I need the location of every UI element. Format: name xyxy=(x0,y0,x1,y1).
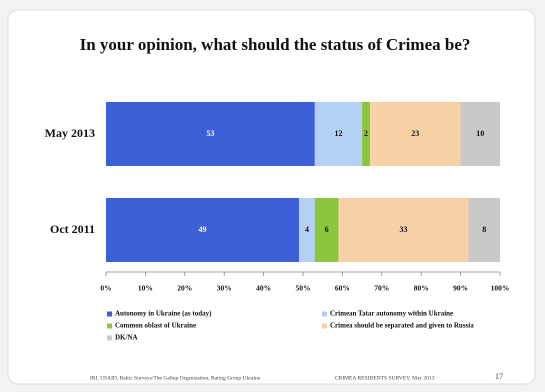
x-tick-label: 80% xyxy=(414,284,429,293)
legend-swatch xyxy=(107,311,112,317)
x-tick-label: 0% xyxy=(100,284,111,293)
x-tick-label: 60% xyxy=(335,284,350,293)
x-tick-label: 10% xyxy=(138,284,153,293)
data-label: 33 xyxy=(399,225,407,234)
data-label: 4 xyxy=(305,225,309,234)
category-label: May 2013 xyxy=(45,126,95,140)
x-tick-label: 70% xyxy=(374,284,389,293)
bar-segment xyxy=(338,198,469,262)
x-tick-label: 90% xyxy=(453,284,468,293)
data-label: 49 xyxy=(199,225,207,234)
bar-segment xyxy=(369,102,461,166)
legend-label: DK/NA xyxy=(115,334,138,342)
data-label: 53 xyxy=(206,129,214,138)
x-tick-label: 40% xyxy=(256,284,271,293)
x-tick-label: 20% xyxy=(177,284,192,293)
footer-survey: CRIMEA RESIDENTS SURVEY, May 2013 xyxy=(335,375,435,381)
legend-swatch xyxy=(107,335,112,341)
bar-segment xyxy=(299,198,315,262)
legend-swatch xyxy=(107,323,112,329)
legend-swatch xyxy=(322,323,327,329)
bar-segment xyxy=(362,102,370,166)
data-label: 2 xyxy=(364,129,368,138)
bar-segment xyxy=(106,102,315,166)
bar-segment xyxy=(106,198,300,262)
legend-label: Common oblast of Ukraine xyxy=(115,322,196,330)
legend-label: Autonomy in Ukraine (as today) xyxy=(115,310,212,318)
data-label: 8 xyxy=(482,225,486,234)
data-label: 6 xyxy=(325,225,329,234)
legend-label: Crimean Tatar autonomy within Ukraine xyxy=(330,310,453,318)
legend-label: Crimea should be separated and given to … xyxy=(330,322,474,330)
legend-swatch xyxy=(322,311,327,317)
chart-title: In your opinion, what should the status … xyxy=(80,35,471,54)
bar-segment xyxy=(468,198,500,262)
footer-source: IRI, USAID, Baltic Surveys/The Gallup Or… xyxy=(90,375,261,381)
category-label: Oct 2011 xyxy=(50,222,95,236)
x-tick-label: 100% xyxy=(491,284,510,293)
page-number: 17 xyxy=(495,372,503,381)
bar-segment xyxy=(314,102,363,166)
data-label: 12 xyxy=(334,129,342,138)
data-label: 10 xyxy=(476,129,484,138)
data-label: 23 xyxy=(411,129,419,138)
bar-segment xyxy=(314,198,339,262)
bar-segment xyxy=(460,102,500,166)
x-tick-label: 50% xyxy=(296,284,311,293)
x-tick-label: 30% xyxy=(217,284,232,293)
